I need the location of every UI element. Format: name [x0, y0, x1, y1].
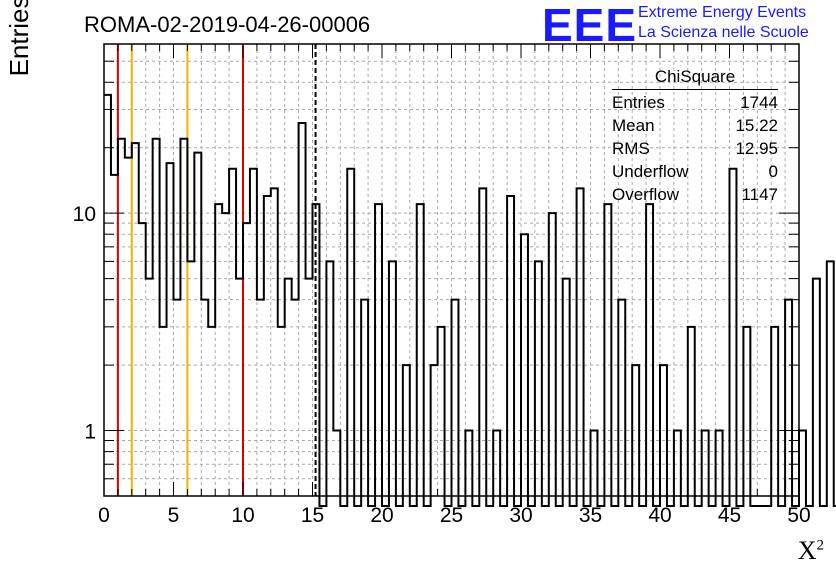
x-tick-label: 50: [787, 504, 810, 527]
stats-value: 1744: [740, 93, 778, 112]
eee-logo: EEE: [542, 0, 638, 51]
histogram: [104, 93, 836, 507]
histogram-bin: [646, 204, 653, 496]
histogram-bin: [688, 327, 695, 496]
stats-row: RMS 12.95: [612, 139, 778, 162]
histogram-bin: [730, 169, 737, 496]
histogram-bin: [194, 153, 201, 496]
histogram-bin: [785, 300, 792, 496]
histogram-bin: [799, 431, 806, 496]
histogram-bin: [618, 300, 625, 496]
histogram-bin: [187, 261, 194, 496]
x-tick-label: 20: [370, 504, 393, 527]
histogram-bin: [250, 169, 257, 496]
x-tick-label: 30: [509, 504, 532, 527]
histogram-line: [104, 93, 836, 507]
x-tick-label: 10: [231, 504, 254, 527]
histogram-bin: [452, 300, 459, 496]
stats-value: 1147: [741, 185, 778, 204]
x-axis-label: X2: [798, 536, 824, 566]
x-tick-label: 35: [579, 504, 602, 527]
x-tick-label: 15: [301, 504, 324, 527]
histogram-bin: [160, 327, 167, 496]
histogram-bin: [208, 327, 215, 496]
histogram-bin: [417, 204, 424, 496]
histogram-bin: [361, 300, 368, 496]
histogram-bin: [215, 204, 222, 496]
histogram-bin: [243, 223, 250, 496]
histogram-bin: [306, 279, 313, 496]
histogram-bin: [153, 139, 160, 496]
stats-box: ChiSquare Entries 1744 Mean 15.22 RMS 12.95…: [612, 67, 778, 208]
histogram-bin: [326, 261, 333, 496]
stats-row: Entries 1744: [612, 93, 778, 116]
stats-label: Underflow: [612, 162, 689, 181]
histogram-bin: [174, 300, 181, 496]
histogram-bin: [222, 213, 229, 496]
logo-line2: La Scienza nelle Scuole: [638, 24, 809, 41]
chart-title: ROMA-02-2019-04-26-00006: [84, 12, 371, 37]
histogram-bin: [264, 196, 271, 496]
tick-labels: 0 5 10 15 20 25 30 35 40 45 50 1 10: [73, 203, 811, 527]
histogram-bin: [257, 300, 264, 496]
x-axis-superscript: 2: [816, 537, 825, 554]
stats-label: Mean: [612, 116, 655, 135]
reference-lines: [116, 44, 317, 496]
logo-line1: Extreme Energy Events: [638, 4, 807, 21]
histogram-bin: [389, 261, 396, 496]
y-axis-label: Entries/bin: [4, 0, 34, 77]
histogram-bin: [813, 279, 820, 496]
histogram-bin: [292, 300, 299, 496]
histogram-bin: [375, 204, 382, 496]
histogram-bin: [180, 139, 187, 496]
stats-label: Overflow: [612, 185, 680, 204]
histogram-bin: [236, 279, 243, 496]
stats-value: 12.95: [735, 139, 778, 158]
histogram-bin: [201, 300, 208, 496]
ticks: [103, 44, 800, 496]
stats-row: Overflow 1147: [612, 185, 778, 208]
x-tick-label: 45: [718, 504, 741, 527]
x-tick-label: 0: [98, 504, 110, 527]
histogram-bin: [604, 204, 611, 496]
histogram-bin: [743, 327, 750, 496]
stats-label: RMS: [612, 139, 650, 158]
y-tick-label: 1: [84, 421, 96, 444]
stats-title: ChiSquare: [612, 67, 778, 90]
histogram-bin: [278, 327, 285, 496]
grid: [104, 44, 799, 496]
histogram-bin: [132, 143, 139, 496]
stats-value: 0: [768, 162, 778, 181]
x-tick-label: 5: [168, 504, 180, 527]
stats-row: Underflow 0: [612, 162, 778, 185]
histogram-bin: [771, 327, 778, 496]
histogram-bin: [104, 95, 111, 496]
histogram-bin: [438, 327, 445, 496]
histogram-bin: [563, 279, 570, 496]
histogram-bin: [139, 223, 146, 496]
histogram-bin: [285, 279, 292, 496]
x-tick-label: 25: [440, 504, 463, 527]
histogram-bin: [118, 139, 125, 496]
stats-row: Mean 15.22: [612, 116, 778, 139]
histogram-bin: [827, 261, 834, 496]
histogram-bin: [146, 279, 153, 496]
x-axis-symbol: X: [797, 536, 817, 565]
histogram-bin: [535, 261, 542, 496]
histogram-bin: [507, 196, 514, 496]
logo-text: Extreme Energy Events La Scienza nelle S…: [638, 3, 809, 43]
stats-value: 15.22: [735, 116, 778, 135]
y-tick-label: 10: [73, 203, 96, 226]
stats-label: Entries: [612, 93, 665, 112]
histogram-bin: [229, 169, 236, 496]
histogram-bin: [549, 213, 556, 496]
histogram-bin: [347, 169, 354, 496]
x-tick-label: 40: [648, 504, 671, 527]
